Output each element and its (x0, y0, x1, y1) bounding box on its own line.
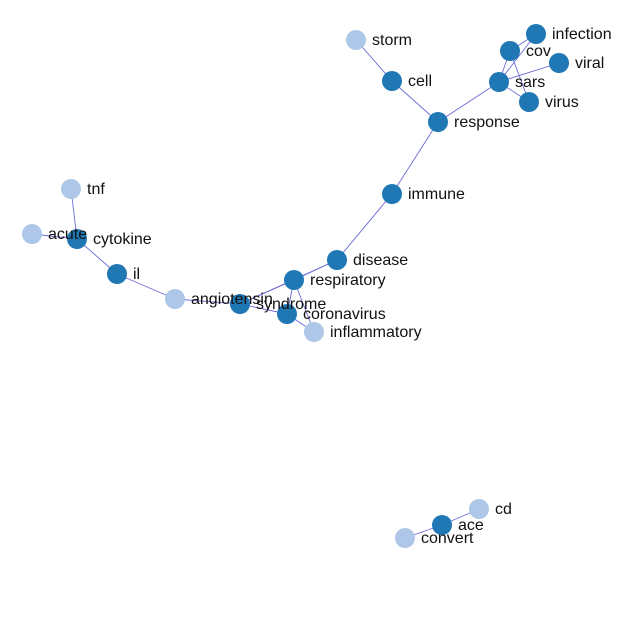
node-label-cell: cell (408, 73, 432, 90)
node-viral[interactable] (549, 53, 569, 73)
node-cov[interactable] (500, 41, 520, 61)
edge-response-immune (391, 121, 439, 195)
node-label-respiratory: respiratory (310, 272, 386, 289)
edge-sars-infection (498, 33, 537, 83)
node-syndrome[interactable] (230, 294, 250, 314)
node-acute[interactable] (22, 224, 42, 244)
node-label-ace: ace (458, 517, 484, 534)
node-cd[interactable] (469, 499, 489, 519)
edge-cell-response (391, 80, 439, 123)
node-label-tnf: tnf (87, 181, 105, 198)
node-label-convert: convert (421, 530, 474, 547)
node-label-angiotensin: angiotensin (191, 291, 273, 308)
node-label-viral: viral (575, 55, 604, 72)
node-label-response: response (454, 114, 520, 131)
node-label-immune: immune (408, 186, 465, 203)
node-label-sars: sars (515, 74, 545, 91)
node-convert[interactable] (395, 528, 415, 548)
node-label-infection: infection (552, 26, 612, 43)
node-angiotensin[interactable] (165, 289, 185, 309)
node-label-inflammatory: inflammatory (330, 324, 422, 341)
node-sars[interactable] (489, 72, 509, 92)
edge-response-sars (437, 81, 500, 123)
edge-immune-disease (336, 193, 393, 261)
node-label-syndrome: syndrome (256, 296, 326, 313)
edge-il-angiotensin (116, 273, 176, 300)
edge-sars-viral (498, 62, 560, 83)
node-storm[interactable] (346, 30, 366, 50)
node-label-virus: virus (545, 94, 579, 111)
node-disease[interactable] (327, 250, 347, 270)
node-infection[interactable] (526, 24, 546, 44)
node-ace[interactable] (432, 515, 452, 535)
node-label-il: il (133, 266, 140, 283)
node-label-coronavirus: coronavirus (303, 306, 386, 323)
edge-angiotensin-syndrome (174, 298, 241, 305)
node-label-storm: storm (372, 32, 412, 49)
node-cytokine[interactable] (67, 229, 87, 249)
node-il[interactable] (107, 264, 127, 284)
node-respiratory[interactable] (284, 270, 304, 290)
node-inflammatory[interactable] (304, 322, 324, 342)
node-immune[interactable] (382, 184, 402, 204)
node-label-disease: disease (353, 252, 408, 269)
node-virus[interactable] (519, 92, 539, 112)
node-cell[interactable] (382, 71, 402, 91)
node-label-cd: cd (495, 501, 512, 518)
node-coronavirus[interactable] (277, 304, 297, 324)
node-tnf[interactable] (61, 179, 81, 199)
node-label-acute: acute (48, 226, 87, 243)
node-label-cytokine: cytokine (93, 231, 152, 248)
node-label-cov: cov (526, 43, 551, 60)
node-response[interactable] (428, 112, 448, 132)
